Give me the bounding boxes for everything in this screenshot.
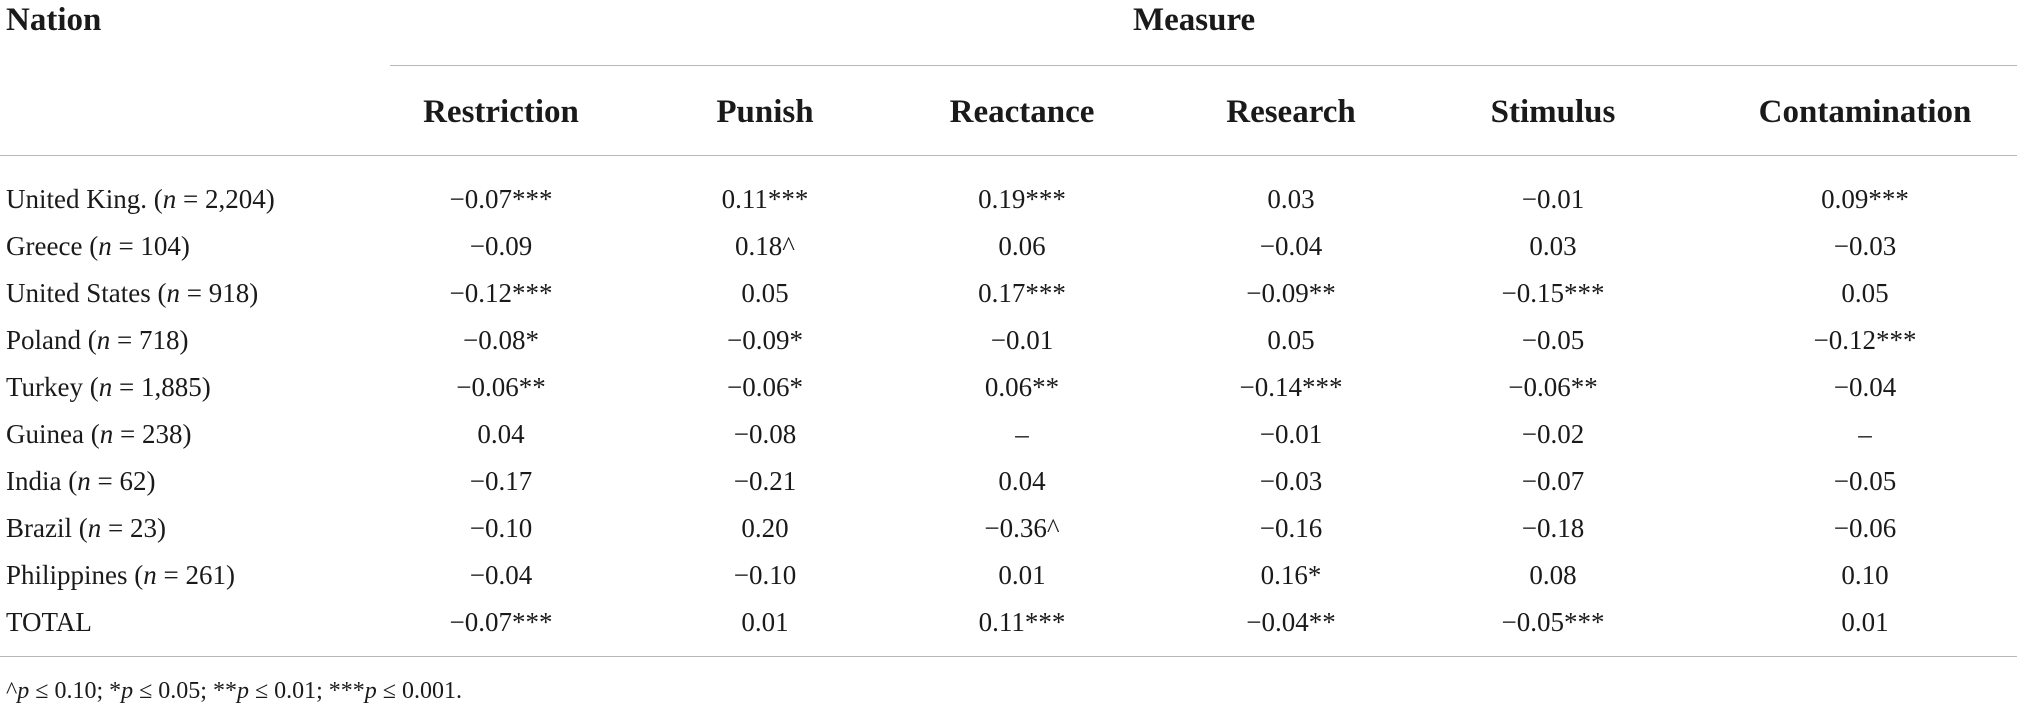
cell-punish: −0.09* <box>727 325 803 355</box>
nation-header: Nation <box>6 2 102 38</box>
cell-restriction: −0.08* <box>463 325 539 355</box>
cell-stimulus: −0.15*** <box>1501 278 1605 308</box>
table-bottom-rule <box>0 656 2017 657</box>
cell-contamination: −0.06 <box>1833 513 1897 543</box>
cell-contamination: – <box>1858 419 1872 449</box>
cell-stimulus: −0.07 <box>1521 466 1585 496</box>
header-rule <box>0 155 2017 156</box>
cell-punish: 0.05 <box>741 278 789 308</box>
row-sample-size: 104 <box>140 231 181 261</box>
cell-restriction: −0.06** <box>456 372 546 402</box>
cell-stimulus: −0.06** <box>1508 372 1598 402</box>
cell-research: −0.16 <box>1259 513 1323 543</box>
cell-reactance: 0.01 <box>998 560 1046 590</box>
row-label: Guinea (n = 238) <box>6 419 192 449</box>
cell-research: −0.01 <box>1259 419 1323 449</box>
cell-contamination: −0.04 <box>1833 372 1897 402</box>
cell-punish: 0.11*** <box>721 184 809 214</box>
row-sample-size: 1,885 <box>141 372 202 402</box>
cell-reactance: 0.04 <box>998 466 1046 496</box>
row-label: TOTAL <box>6 607 92 637</box>
row-label: India (n = 62) <box>6 466 156 496</box>
column-header-punish: Punish <box>716 94 814 130</box>
cell-punish: 0.18^ <box>735 231 795 261</box>
row-sample-size: 718 <box>139 325 180 355</box>
row-label: Greece (n = 104) <box>6 231 190 261</box>
cell-contamination: 0.09*** <box>1821 184 1909 214</box>
measure-header: Measure <box>1133 2 1256 38</box>
row-sample-size: 23 <box>129 513 157 543</box>
cell-stimulus: 0.08 <box>1529 560 1577 590</box>
cell-reactance: −0.36^ <box>984 513 1060 543</box>
cell-research: 0.03 <box>1267 184 1315 214</box>
cell-contamination: 0.01 <box>1841 607 1889 637</box>
cell-restriction: −0.12*** <box>449 278 553 308</box>
cell-punish: −0.21 <box>733 466 797 496</box>
row-label: Poland (n = 718) <box>6 325 189 355</box>
column-header-contamination: Contamination <box>1758 94 1972 130</box>
cell-contamination: −0.05 <box>1833 466 1897 496</box>
cell-restriction: −0.07*** <box>449 184 553 214</box>
row-label: Turkey (n = 1,885) <box>6 372 211 402</box>
cell-reactance: −0.01 <box>990 325 1054 355</box>
cell-contamination: −0.12*** <box>1813 325 1917 355</box>
cell-punish: −0.08 <box>733 419 797 449</box>
cell-reactance: 0.06 <box>998 231 1046 261</box>
cell-reactance: – <box>1015 419 1029 449</box>
cell-reactance: 0.11*** <box>978 607 1066 637</box>
footnote: ^p ≤ 0.10; *p ≤ 0.05; **p ≤ 0.01; ***p ≤… <box>6 678 462 704</box>
row-label: United States (n = 918) <box>6 278 259 308</box>
cell-reactance: 0.06** <box>984 372 1060 402</box>
cell-restriction: −0.17 <box>469 466 533 496</box>
cell-punish: 0.20 <box>741 513 789 543</box>
cell-punish: −0.06* <box>727 372 803 402</box>
column-header-restriction: Restriction <box>423 94 579 130</box>
row-label: Brazil (n = 23) <box>6 513 166 543</box>
row-sample-size: 62 <box>119 466 147 496</box>
cell-research: −0.04 <box>1259 231 1323 261</box>
cell-stimulus: −0.05 <box>1521 325 1585 355</box>
row-sample-size: 918 <box>208 278 250 308</box>
cell-punish: 0.01 <box>741 607 789 637</box>
cell-reactance: 0.17*** <box>978 278 1066 308</box>
cell-stimulus: −0.01 <box>1521 184 1585 214</box>
cell-stimulus: 0.03 <box>1529 231 1577 261</box>
row-sample-size: 2,204 <box>204 184 266 214</box>
cell-research: 0.16* <box>1260 560 1322 590</box>
column-header-reactance: Reactance <box>949 94 1095 130</box>
cell-research: 0.05 <box>1267 325 1315 355</box>
column-header-research: Research <box>1226 94 1356 130</box>
cell-restriction: −0.09 <box>469 231 533 261</box>
cell-research: −0.04** <box>1246 607 1336 637</box>
row-label: United King. (n = 2,204) <box>6 184 275 214</box>
cell-stimulus: −0.18 <box>1521 513 1585 543</box>
cell-contamination: 0.10 <box>1841 560 1889 590</box>
cell-contamination: −0.03 <box>1833 231 1897 261</box>
column-header-stimulus: Stimulus <box>1490 94 1616 130</box>
cell-restriction: −0.04 <box>469 560 533 590</box>
cell-stimulus: −0.05*** <box>1501 607 1605 637</box>
row-label: Philippines (n = 261) <box>6 560 235 590</box>
cell-restriction: −0.10 <box>469 513 533 543</box>
row-sample-size: 238 <box>141 419 183 449</box>
cell-contamination: 0.05 <box>1841 278 1889 308</box>
cell-restriction: 0.04 <box>477 419 525 449</box>
cell-research: −0.09** <box>1246 278 1336 308</box>
cell-research: −0.03 <box>1259 466 1323 496</box>
measure-underline <box>390 65 2017 66</box>
row-sample-size: 261 <box>185 560 227 590</box>
cell-restriction: −0.07*** <box>449 607 553 637</box>
cell-punish: −0.10 <box>733 560 797 590</box>
cell-stimulus: −0.02 <box>1521 419 1585 449</box>
cell-reactance: 0.19*** <box>978 184 1066 214</box>
cell-research: −0.14*** <box>1239 372 1343 402</box>
